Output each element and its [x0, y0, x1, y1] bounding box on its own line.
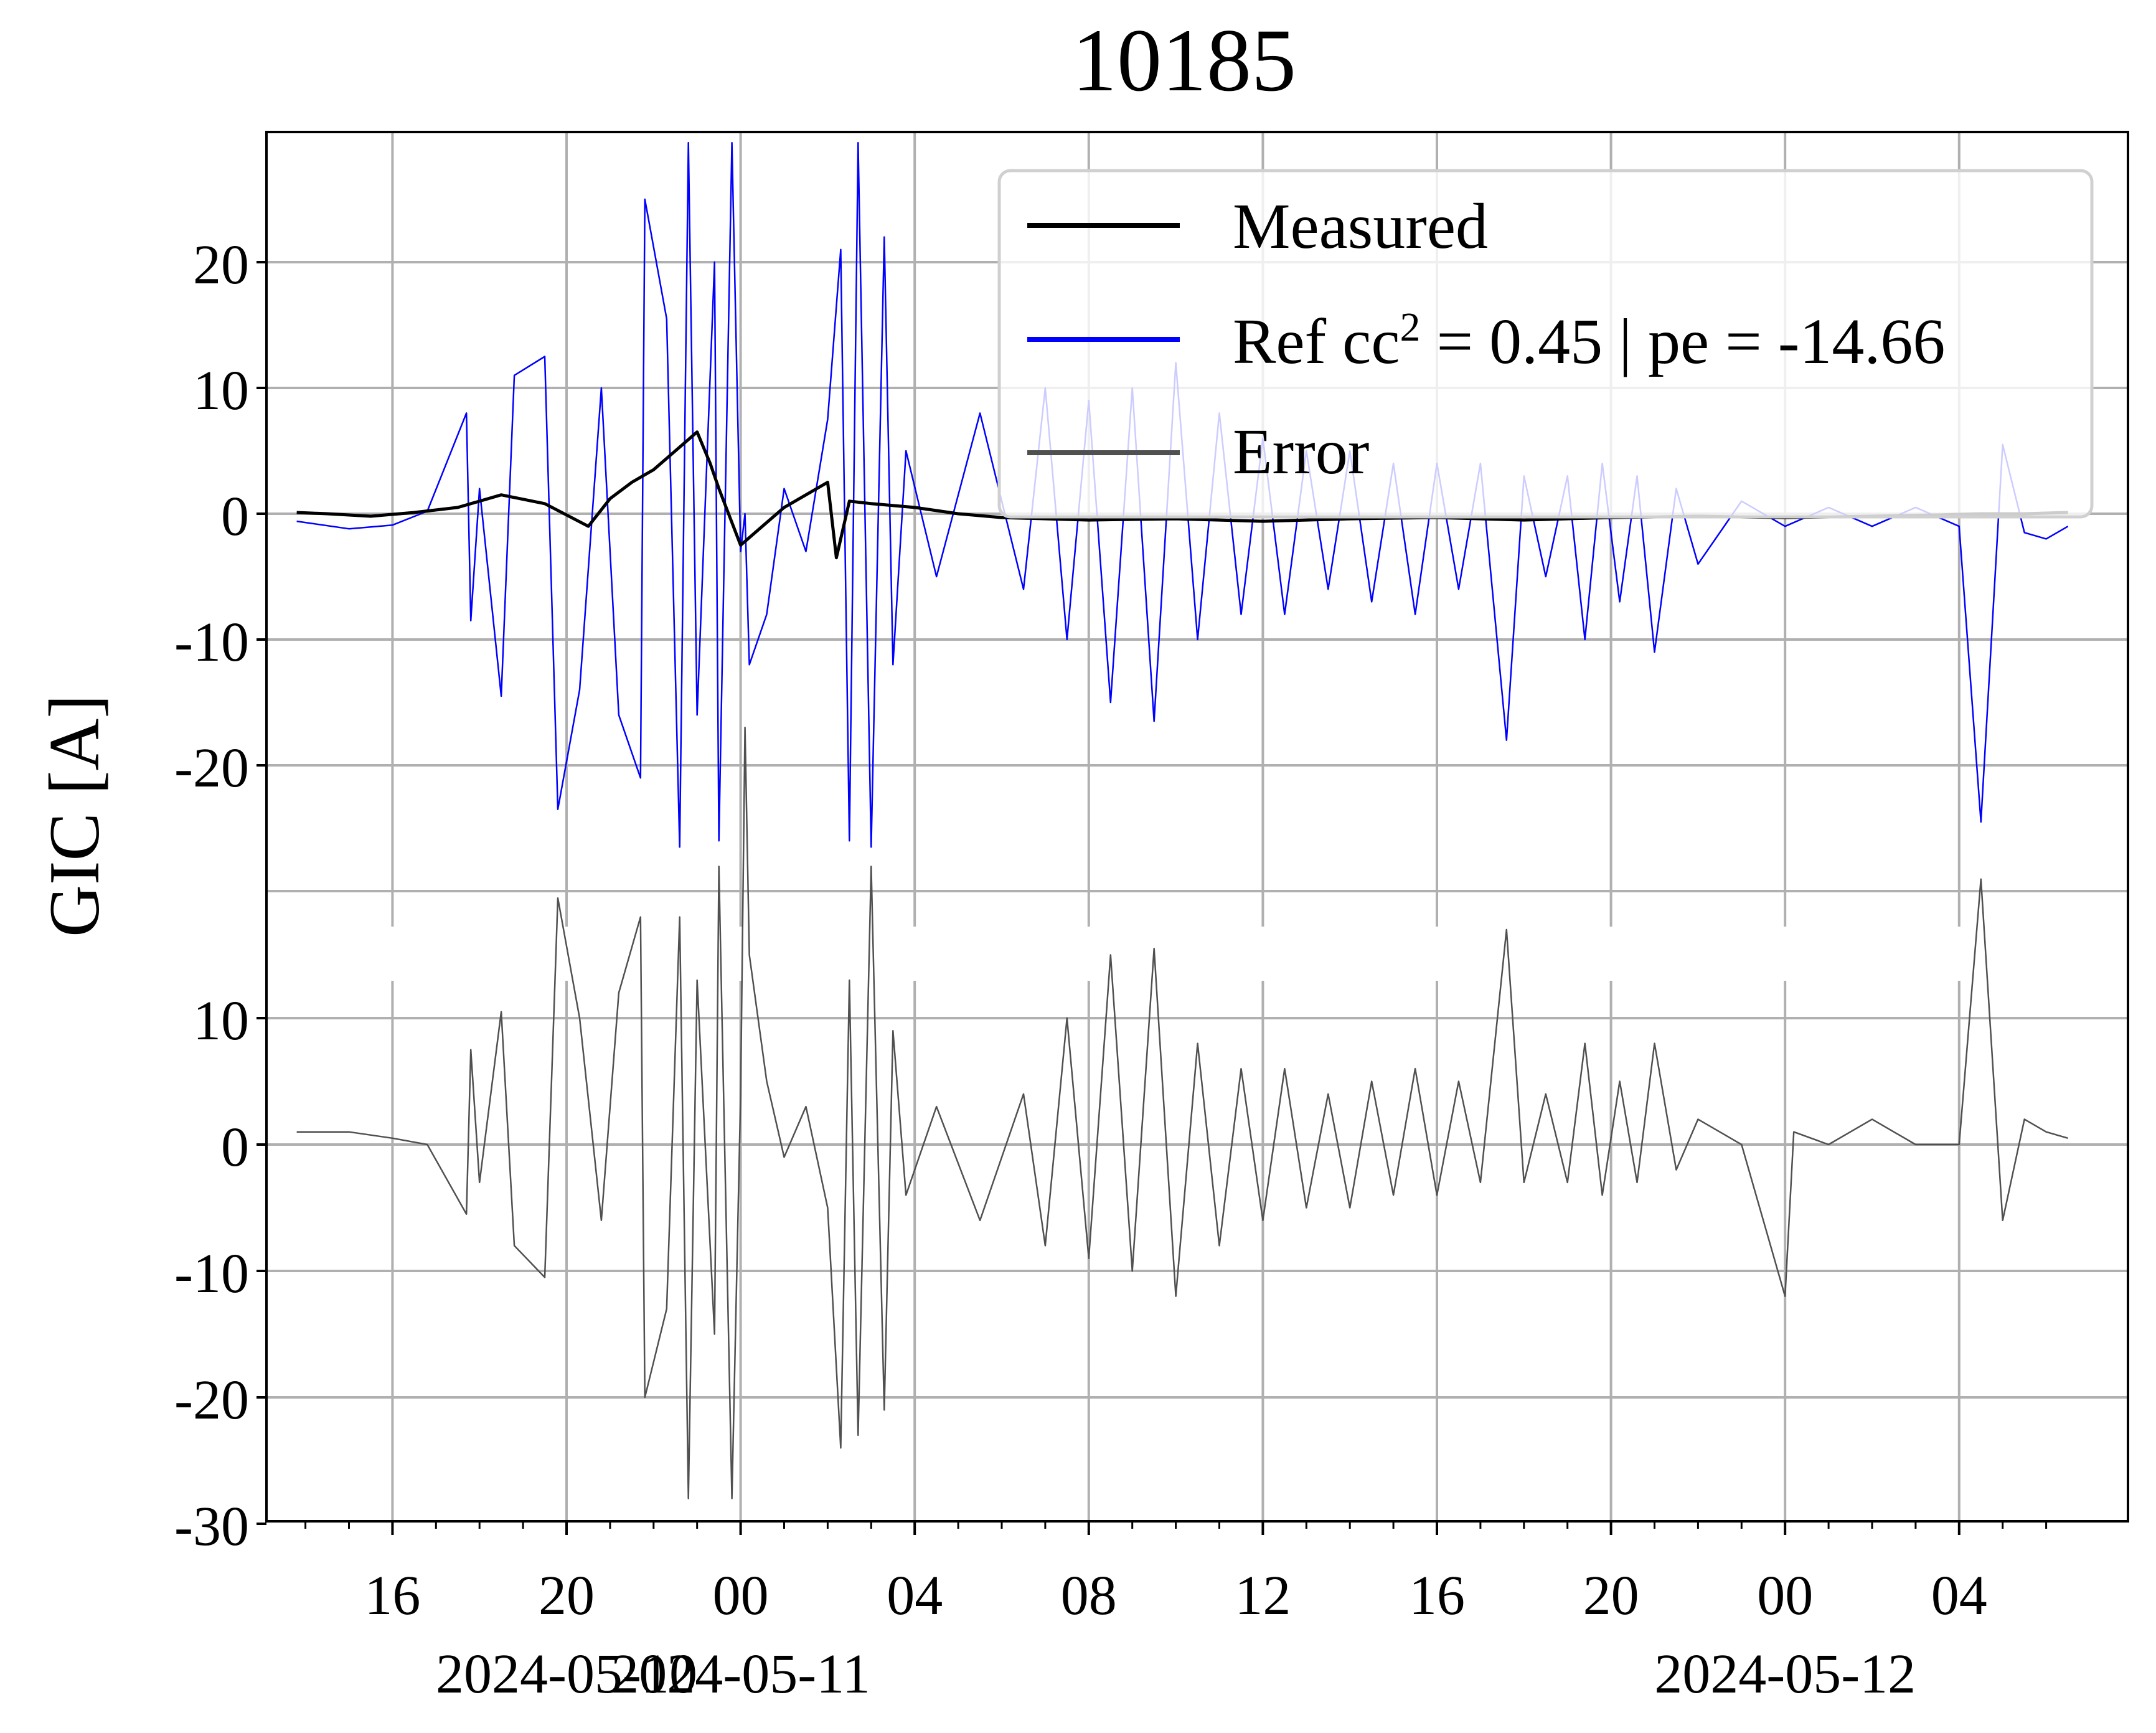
x-tick-label-04: 04 — [887, 1565, 943, 1627]
y-tick-label-bottom-neg30: -30 — [174, 1496, 249, 1557]
legend-box — [997, 169, 2094, 519]
x-tick-label-00: 00 — [1757, 1565, 1813, 1627]
y-tick-label-bottom-neg20: -20 — [174, 1369, 249, 1431]
legend: Measured Ref cc2 = 0.45 | pe = -14.66 Er… — [997, 169, 2094, 519]
x-tick-label-04: 04 — [1931, 1565, 1987, 1627]
y-tick-label-bottom-neg10: -10 — [174, 1243, 249, 1305]
chart-title: 10185 — [1072, 11, 1296, 110]
y-tick-label-top-10: 10 — [193, 360, 249, 422]
x-tick-label-00: 00 — [713, 1565, 769, 1627]
x-tick-label-20: 20 — [539, 1565, 595, 1627]
y-tick-label-top-20: 20 — [193, 234, 249, 296]
y-tick-label-bottom-0: 0 — [221, 1117, 249, 1178]
x-tick-label-12: 12 — [1235, 1565, 1291, 1627]
x-date-label-2024-05-10: 2024-05-10 — [436, 1643, 697, 1705]
series-ref-line — [296, 141, 2069, 848]
y-tick-label-top-neg10: -10 — [174, 612, 249, 673]
legend-measured-label: Measured — [1233, 191, 1488, 262]
x-tick-label-08: 08 — [1061, 1565, 1117, 1627]
x-date-label-2024-05-12: 2024-05-12 — [1654, 1643, 1916, 1705]
legend-ref-superscript: 2 — [1400, 305, 1420, 350]
y-tick-label-bottom-10: 10 — [193, 990, 249, 1052]
legend-error-label: Error — [1233, 416, 1369, 488]
x-tick-label-16: 16 — [364, 1565, 420, 1627]
series-error-line — [296, 726, 2068, 1499]
x-tick-label-20: 20 — [1583, 1565, 1639, 1627]
y-tick-label-top-0: 0 — [221, 486, 249, 547]
x-tick-label-16: 16 — [1409, 1565, 1465, 1627]
legend-ref-label: Ref cc2 = 0.45 | pe = -14.66 — [1233, 305, 1945, 378]
x-date-label-2024-05-11: 2024-05-11 — [611, 1643, 870, 1705]
legend-ref-main: Ref cc — [1233, 306, 1400, 377]
y-axis-label: GIC [A] — [35, 694, 115, 937]
y-tick-label-top-neg20: -20 — [174, 737, 249, 799]
plot-frame — [265, 131, 2129, 1523]
legend-ref-tail: = 0.45 | pe = -14.66 — [1420, 306, 1945, 377]
